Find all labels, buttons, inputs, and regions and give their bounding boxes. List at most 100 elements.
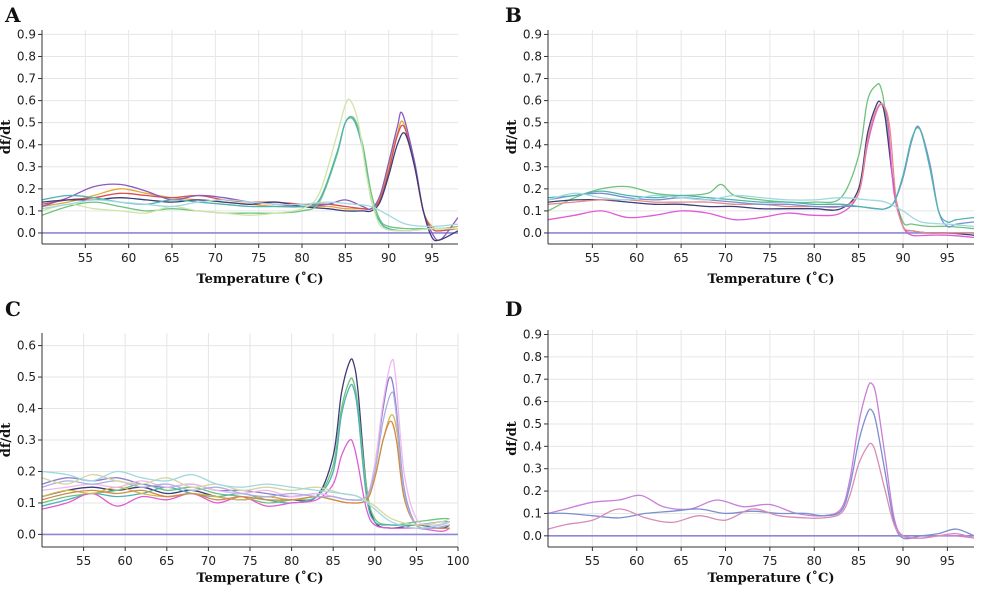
y-tick-label: 0.3 [17, 433, 36, 447]
y-tick-label: 0.2 [523, 484, 542, 498]
x-tick-label: 80 [284, 554, 299, 568]
x-tick-label: 75 [242, 554, 257, 568]
x-tick-label: 90 [381, 251, 396, 265]
y-tick-label: 0.6 [523, 395, 542, 409]
x-tick-label: 95 [424, 251, 439, 265]
y-tick-label: 0.6 [523, 94, 542, 108]
series-line-7 [42, 98, 458, 232]
series-line-7 [548, 192, 974, 228]
x-tick-label: 60 [629, 251, 644, 265]
y-tick-label: 0.4 [523, 138, 542, 152]
series-group [548, 382, 974, 540]
series-line-9 [42, 391, 450, 530]
grid [548, 330, 974, 547]
x-axis-label: Temperature (˚C) [707, 570, 834, 586]
x-tick-label: 80 [294, 251, 309, 265]
y-tick-label: 0.7 [17, 72, 36, 86]
y-tick-label: 0.3 [523, 462, 542, 476]
y-tick-label: 0.5 [17, 370, 36, 384]
y-tick-label: 0.4 [523, 439, 542, 453]
x-tick-label: 65 [159, 554, 174, 568]
x-tick-label: 60 [118, 554, 133, 568]
x-tick-label: 75 [251, 251, 266, 265]
y-tick-label: 0.1 [523, 506, 542, 520]
y-tick-label: 0.5 [17, 116, 36, 130]
y-tick-label: 0.0 [523, 226, 542, 240]
panel-letter: B [505, 3, 522, 27]
y-tick-label: 0.5 [523, 417, 542, 431]
series-line-3 [548, 103, 974, 239]
x-tick-label: 75 [762, 554, 777, 568]
x-tick-label: 55 [585, 251, 600, 265]
y-tick-label: 0.8 [523, 49, 542, 63]
y-tick-label: 0.8 [523, 350, 542, 364]
series-line-3 [42, 383, 450, 527]
series-line-1 [548, 382, 974, 539]
y-tick-label: 0.6 [17, 94, 36, 108]
y-tick-label: 0.0 [17, 226, 36, 240]
x-tick-label: 65 [164, 251, 179, 265]
x-tick-label: 70 [718, 251, 733, 265]
y-tick-label: 0.7 [523, 72, 542, 86]
y-tick-label: 0.2 [17, 464, 36, 478]
y-tick-label: 0.3 [17, 160, 36, 174]
y-tick-label: 0.6 [17, 339, 36, 353]
series-line-6 [548, 126, 974, 223]
series-group [42, 98, 458, 242]
x-tick-label: 90 [367, 554, 382, 568]
series-line-3 [42, 111, 458, 241]
grid [42, 30, 458, 244]
x-tick-label: 95 [940, 251, 955, 265]
y-tick-label: 0.2 [523, 182, 542, 196]
x-tick-label: 55 [78, 251, 93, 265]
y-tick-label: 0.8 [17, 49, 36, 63]
y-tick-label: 0.1 [17, 204, 36, 218]
y-tick-label: 0.1 [17, 496, 36, 510]
x-tick-label: 70 [208, 251, 223, 265]
panel-letter: A [4, 3, 21, 27]
y-tick-label: 0.4 [17, 138, 36, 152]
x-tick-label: 90 [895, 554, 910, 568]
series-line-5 [548, 125, 974, 228]
series-line-4 [42, 132, 458, 242]
panel-a: A 55 60 65 70 75 80 85 90 95 0.0 0.1 0.2 0.3 0.4 0.5 0.6… [0, 3, 458, 287]
x-tick-label: 95 [409, 554, 424, 568]
series-line-2 [548, 408, 974, 540]
x-tick-label: 90 [895, 251, 910, 265]
x-tick-label: 60 [629, 554, 644, 568]
y-tick-label: 0.5 [523, 116, 542, 130]
series-line-11 [42, 470, 450, 529]
x-tick-label: 80 [807, 251, 822, 265]
y-tick-label: 0.3 [523, 160, 542, 174]
x-axis-label: Temperature (˚C) [196, 271, 323, 287]
x-tick-label: 95 [940, 554, 955, 568]
series-line-1 [548, 83, 974, 230]
series-line-8 [42, 199, 458, 228]
panel-letter: C [5, 297, 21, 321]
y-tick-label: 0.7 [523, 372, 542, 386]
y-tick-label: 0.1 [523, 204, 542, 218]
series-line-5 [42, 115, 458, 230]
y-tick-label: 0.0 [523, 529, 542, 543]
x-tick-label: 80 [807, 554, 822, 568]
y-tick-label: 0.4 [17, 402, 36, 416]
x-tick-label: 100 [447, 554, 470, 568]
panel-b: B 55 60 65 70 75 80 85 90 95 0.0 0.1 0.2 0.3 0.4 0.5 0.6… [505, 3, 974, 287]
series-line-7 [42, 420, 450, 529]
panel-d: D 55 60 65 70 75 80 85 90 95 0.0 0.1 0.2 0.3 0.4 0.5 0.6… [505, 297, 974, 586]
series-line-3 [548, 442, 974, 539]
x-tick-label: 65 [673, 251, 688, 265]
series-line-10 [42, 473, 450, 526]
panel-letter: D [505, 297, 522, 321]
x-tick-label: 85 [338, 251, 353, 265]
y-axis-label: df/dt [0, 120, 14, 155]
x-tick-label: 85 [851, 251, 866, 265]
series-group [42, 358, 450, 532]
x-tick-label: 60 [121, 251, 136, 265]
series-line-4 [42, 438, 450, 532]
y-tick-label: 0.9 [523, 27, 542, 41]
y-tick-label: 0.9 [17, 27, 36, 41]
y-tick-label: 0.2 [17, 182, 36, 196]
x-tick-label: 70 [718, 554, 733, 568]
y-axis-label: df/dt [505, 421, 520, 456]
